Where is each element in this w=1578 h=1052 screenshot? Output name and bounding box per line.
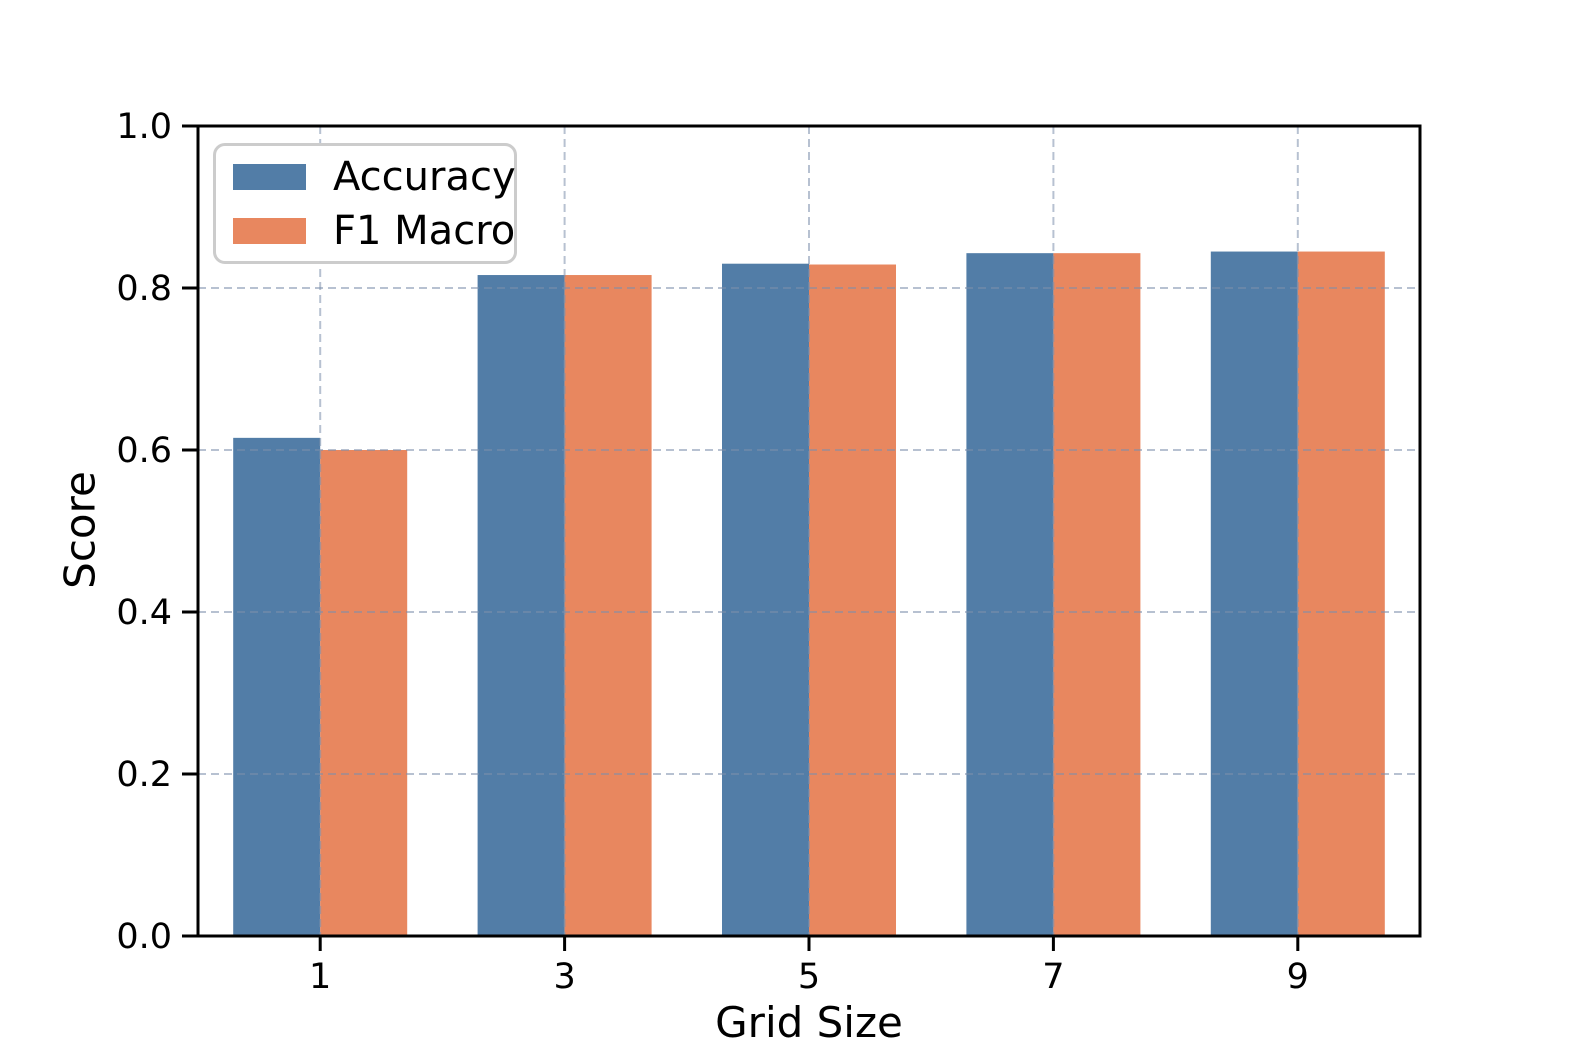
bar-accuracy-grid-5 [722, 263, 809, 936]
bar-accuracy-grid-7 [966, 253, 1054, 937]
bar-f1-macro-grid-1 [320, 450, 408, 936]
legend-item-f1-macro: F1 Macro [233, 207, 516, 254]
f1-macro-legend-swatch [233, 217, 306, 244]
bar-f1-macro-grid-7 [1053, 253, 1141, 937]
bar-f1-macro-grid-9 [1297, 251, 1385, 937]
x-tick-label-5: 5 [798, 957, 820, 997]
x-tick-label-1: 1 [309, 957, 331, 997]
y-axis-label: Score [55, 471, 105, 589]
f1-macro-legend-label: F1 Macro [333, 207, 516, 254]
y-tick-label-1.0: 1.0 [116, 107, 172, 147]
accuracy-legend-swatch [233, 163, 306, 190]
legend-item-accuracy: Accuracy [233, 153, 516, 200]
y-tick-label-0.6: 0.6 [116, 431, 172, 471]
y-tick-label-0.0: 0.0 [116, 917, 172, 957]
bar-accuracy-grid-1 [233, 437, 321, 936]
bar-f1-macro-grid-3 [564, 275, 652, 936]
bar-f1-macro-grid-5 [809, 264, 896, 936]
y-tick-label-0.4: 0.4 [116, 593, 172, 633]
x-tick-label-7: 7 [1042, 957, 1064, 997]
accuracy-legend-label: Accuracy [333, 153, 516, 200]
x-tick-label-9: 9 [1287, 957, 1309, 997]
y-tick-label-0.2: 0.2 [116, 755, 172, 795]
y-tick-label-0.8: 0.8 [116, 269, 172, 309]
legend: Accuracy F1 Macro [213, 143, 517, 264]
bar-accuracy-grid-3 [477, 275, 565, 936]
bar-accuracy-grid-9 [1210, 251, 1298, 937]
x-axis-label: Grid Size [715, 998, 903, 1047]
x-tick-label-3: 3 [553, 957, 575, 997]
